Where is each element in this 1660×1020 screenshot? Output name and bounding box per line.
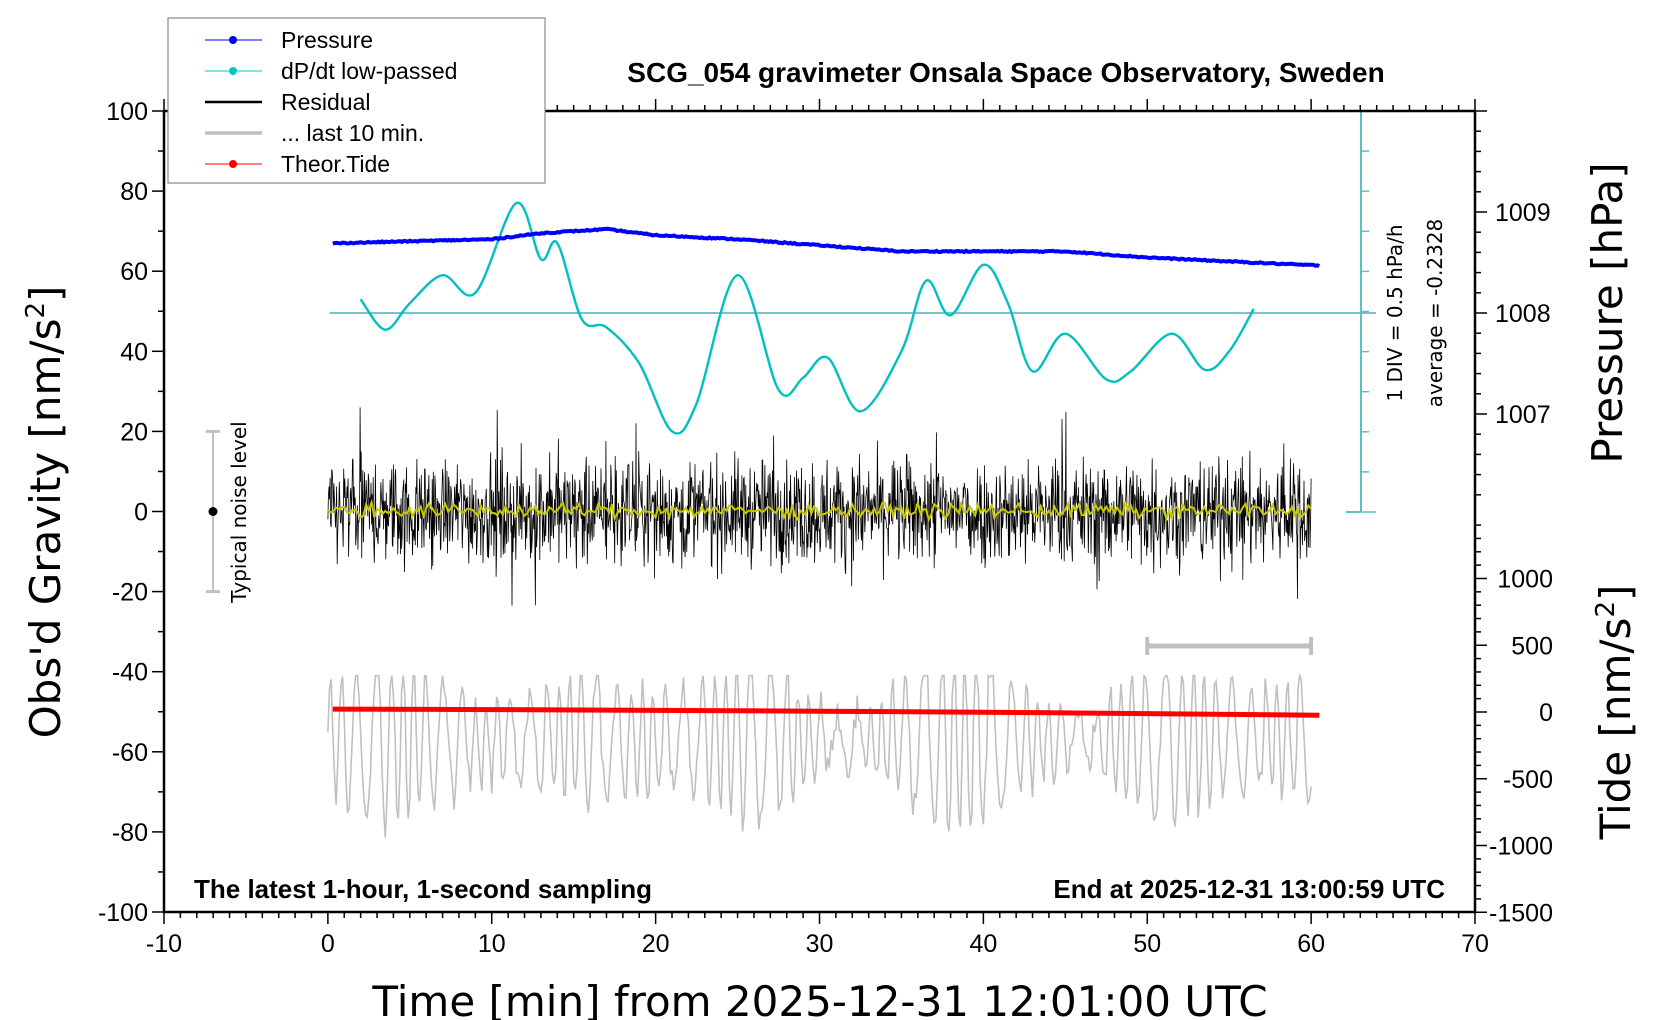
- residual-smoothed-line: [327, 498, 1312, 523]
- y-axis-pressure-label: Pressure [hPa]: [1583, 162, 1632, 463]
- y-left-tick-label: -60: [112, 739, 148, 767]
- x-tick-label: 40: [969, 930, 997, 958]
- legend-label: Residual: [281, 89, 371, 115]
- y-left-tick-label: -80: [112, 819, 148, 847]
- pressure-tick-label: 1008: [1495, 300, 1551, 328]
- tide-tick-label: -1000: [1489, 833, 1553, 861]
- tide-tick-label: 0: [1539, 699, 1553, 727]
- dpdt-scale-label: 1 DIV = 0.5 hPa/h: [1383, 224, 1407, 401]
- y-axis-tide-label: Tide [nm/s2]: [1591, 585, 1640, 841]
- noise-level-dot: [208, 507, 218, 516]
- x-tick-label: 50: [1133, 930, 1161, 958]
- x-tick-label: 30: [806, 930, 834, 958]
- x-axis-label: Time [min] from 2025-12-31 12:01:00 UTC: [371, 977, 1267, 1020]
- tide-tick-label: 500: [1511, 632, 1553, 660]
- pressure-tick-label: 1009: [1495, 199, 1551, 227]
- y-left-tick-label: -20: [112, 579, 148, 607]
- residual-line: [327, 407, 1312, 606]
- y-left-tick-label: 60: [120, 258, 148, 286]
- chart-title: SCG_054 gravimeter Onsala Space Observat…: [627, 57, 1384, 88]
- noise-level-label: Typical noise level: [227, 421, 251, 603]
- x-tick-label: -10: [146, 930, 182, 958]
- x-tick-label: 10: [478, 930, 506, 958]
- y-left-tick-label: 20: [120, 418, 148, 446]
- x-tick-label: 70: [1461, 930, 1489, 958]
- y-left-tick-label: 40: [120, 338, 148, 366]
- legend-label: Theor.Tide: [281, 151, 390, 177]
- legend-label: ... last 10 min.: [281, 120, 424, 146]
- legend-swatch-dot: [229, 36, 237, 44]
- y-axis-left-label: Obs'd Gravity [nm/s2]: [21, 286, 70, 739]
- tide-tick-label: 1000: [1497, 566, 1553, 594]
- plot-area: [206, 110, 1376, 838]
- last-10-min-line: [327, 672, 1312, 838]
- legend-swatch-dot: [229, 67, 237, 75]
- tide-tick-label: -1500: [1489, 899, 1553, 927]
- x-tick-label: 0: [321, 930, 335, 958]
- legend-swatch-dot: [229, 160, 237, 168]
- tide-tick-label: -500: [1503, 766, 1553, 794]
- legend: Pressure dP/dt low-passed Residual ... last…: [167, 17, 546, 184]
- y-left-tick-label: 100: [106, 98, 148, 126]
- y-left-tick-label: -40: [112, 659, 148, 687]
- dpdt-line: [359, 201, 1255, 435]
- end-time-note: End at 2025-12-31 13:00:59 UTC: [1053, 874, 1445, 904]
- sampling-note: The latest 1-hour, 1-second sampling: [194, 874, 652, 904]
- y-left-tick-label: 80: [120, 178, 148, 206]
- tide-line: [332, 706, 1320, 718]
- axes: -10 0 10 20 30 40 50 60 70100806040200-20-40-60-…: [98, 98, 1553, 958]
- legend-label: Pressure: [281, 27, 373, 53]
- dpdt-average-label: average = -0.2328: [1423, 219, 1447, 408]
- x-tick-label: 60: [1297, 930, 1325, 958]
- pressure-line: [332, 226, 1321, 268]
- pressure-tick-label: 1007: [1495, 401, 1551, 429]
- legend-box: [167, 17, 546, 184]
- legend-label: dP/dt low-passed: [281, 58, 457, 84]
- x-tick-label: 20: [642, 930, 670, 958]
- y-left-tick-label: -100: [98, 899, 148, 927]
- y-left-tick-label: 0: [134, 499, 148, 527]
